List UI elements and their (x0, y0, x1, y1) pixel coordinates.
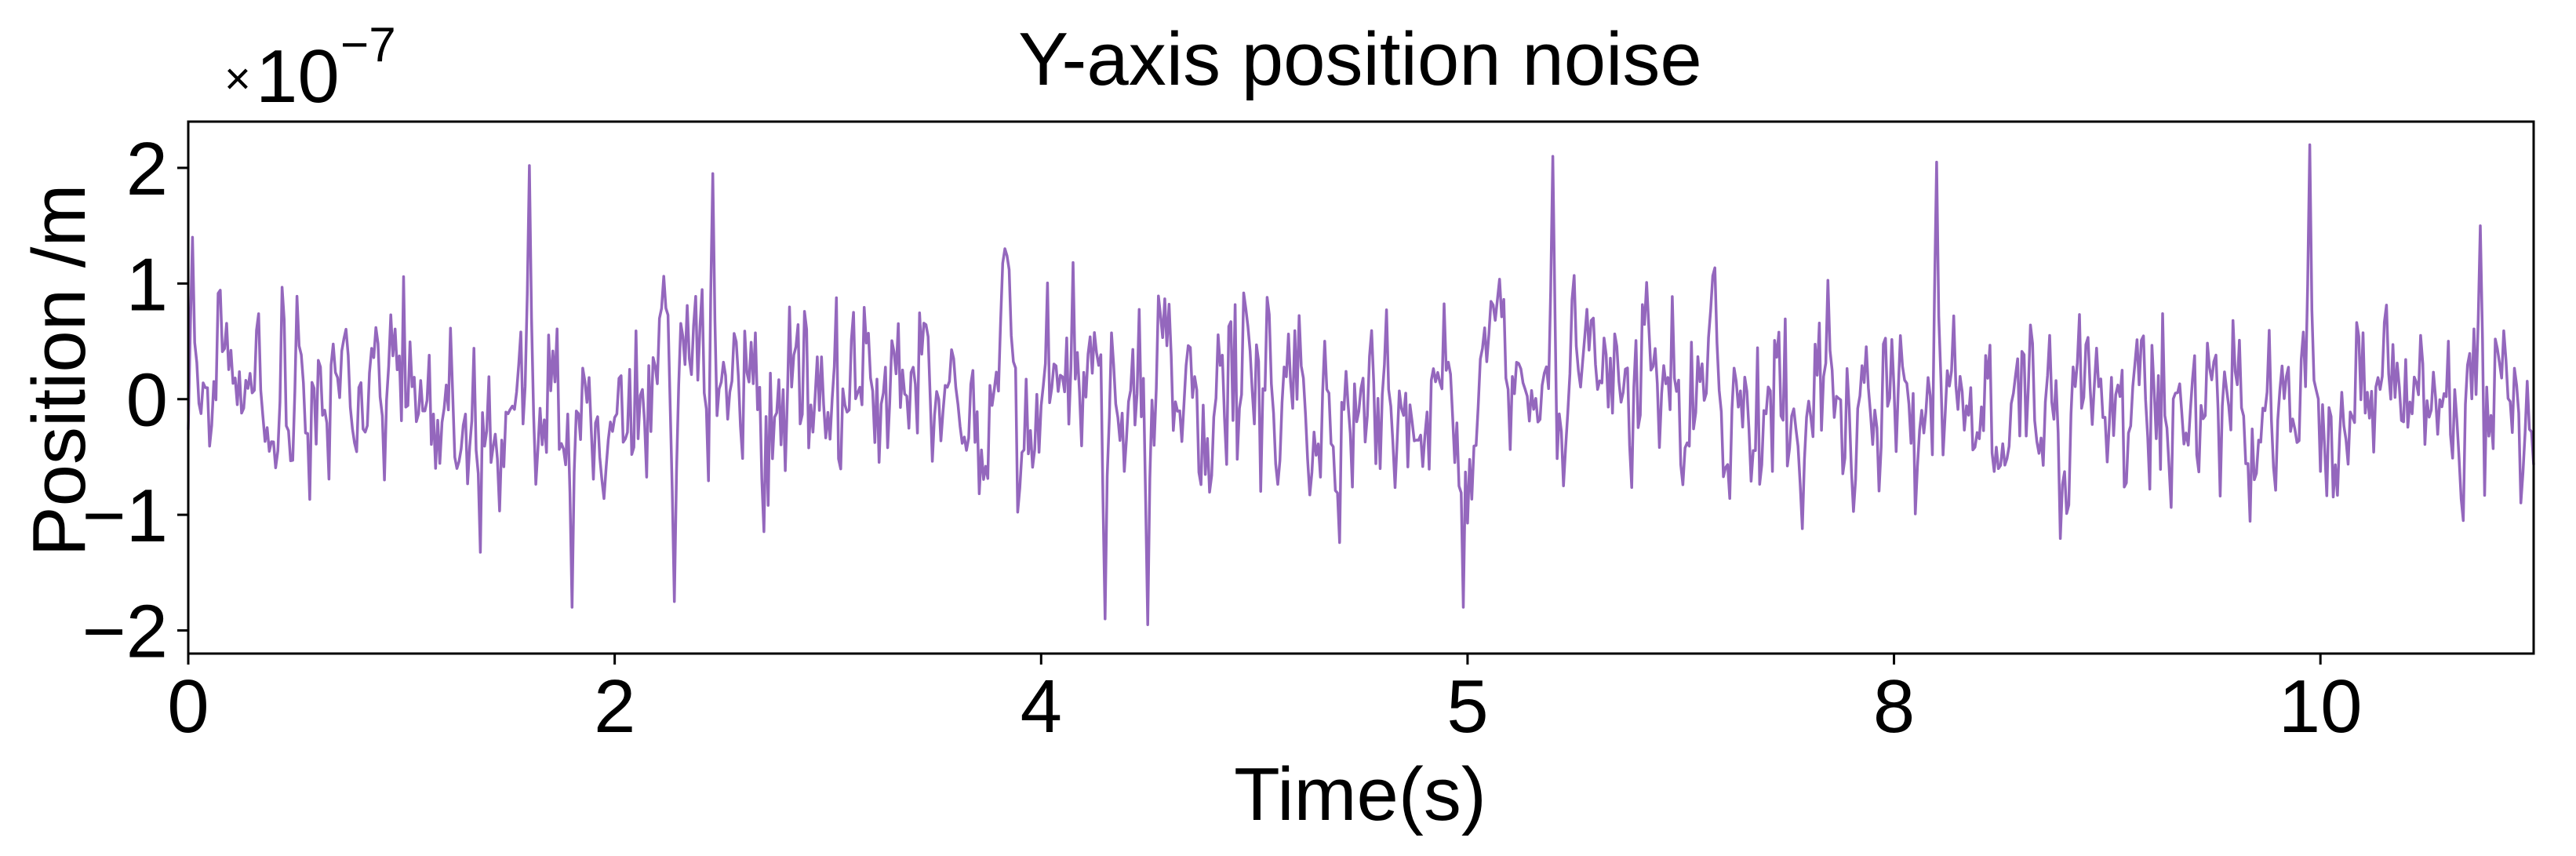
position-noise-line (187, 143, 2535, 626)
y-scale-prefix: × (224, 53, 251, 104)
y-axis-label: Position /m (17, 184, 101, 557)
y-tick-label: −1 (82, 474, 168, 558)
x-tick-label: 5 (1446, 665, 1488, 749)
plot-area (187, 143, 2535, 626)
y-scale-factor: × 10 −7 (224, 18, 396, 118)
x-tick-label: 0 (167, 665, 209, 749)
plot-frame (187, 120, 2535, 655)
y-scale-exponent: −7 (340, 18, 396, 72)
x-axis-label: Time(s) (1234, 752, 1486, 836)
chart-title: Y-axis position noise (1018, 17, 1702, 101)
x-axis-ticks: 0 2 4 5 8 10 (167, 654, 2363, 749)
y-axis-ticks: −2 −1 0 1 2 (82, 127, 188, 674)
y-scale-base: 10 (256, 35, 340, 118)
x-tick-label: 2 (594, 665, 635, 749)
y-tick-label: −2 (82, 590, 168, 674)
x-tick-label: 4 (1021, 665, 1062, 749)
y-tick-label: 0 (126, 359, 168, 443)
x-tick-label: 10 (2279, 665, 2363, 749)
x-tick-label: 8 (1873, 665, 1915, 749)
y-tick-label: 1 (126, 242, 168, 326)
y-tick-label: 2 (126, 127, 168, 211)
